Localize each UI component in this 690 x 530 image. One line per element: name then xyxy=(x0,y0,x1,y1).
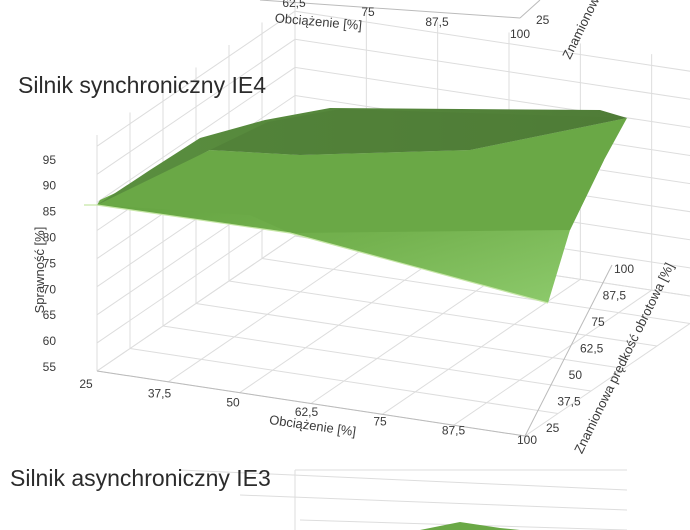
chart-title: Silnik synchroniczny IE4 xyxy=(18,72,266,98)
bottom-gridline xyxy=(239,494,628,511)
surface-top-shade xyxy=(210,109,627,155)
top-x-tick-label: 100 xyxy=(510,27,530,41)
top-y-axis-line xyxy=(519,0,541,19)
y-tick-label: 100 xyxy=(614,262,634,276)
y-tick-label: 75 xyxy=(591,315,605,329)
surface-mid-band xyxy=(97,118,627,233)
z-tick-label: 60 xyxy=(43,334,57,348)
z-tick-label: 55 xyxy=(43,360,57,374)
x-tick-label: 100 xyxy=(517,433,537,447)
gridline-floor-y xyxy=(129,348,559,414)
z-tick-label: 75 xyxy=(43,256,57,270)
second-chart-title: Silnik asynchroniczny IE3 xyxy=(10,465,271,491)
y-axis-line xyxy=(524,264,613,437)
gridline-floor-y xyxy=(228,280,658,347)
x-tick-label: 50 xyxy=(226,396,240,410)
x-tick-label: 62,5 xyxy=(295,405,319,419)
z-tick-label: 70 xyxy=(43,282,57,296)
surface-front-edge xyxy=(84,204,549,304)
gridline-floor-y xyxy=(261,258,690,324)
top-x-tick-label: 87,5 xyxy=(425,15,449,29)
bottom-chart-partial xyxy=(179,469,628,530)
bottom-surface-peek xyxy=(420,522,520,530)
top-x-axis-label: Obciążenie [%] xyxy=(274,10,362,33)
y-tick-label: 50 xyxy=(569,368,583,382)
y-tick-label: 62,5 xyxy=(580,342,604,356)
x-tick-label: 37,5 xyxy=(148,386,172,400)
efficiency-surface xyxy=(84,108,627,304)
gridline-floor-y xyxy=(162,325,592,392)
x-tick-label: 75 xyxy=(373,414,387,428)
y-tick-label: 25 xyxy=(546,421,560,435)
z-tick-label: 80 xyxy=(43,231,57,245)
x-tick-label: 87,5 xyxy=(442,424,466,438)
z-axis-label: Sprawność [%] xyxy=(32,227,47,314)
y-tick-label: 87,5 xyxy=(603,289,627,303)
z-tick-label: 95 xyxy=(43,153,57,167)
top-y-tick-label: 25 xyxy=(536,13,550,27)
top-x-tick-label: 75 xyxy=(361,5,375,19)
top-x-axis-line xyxy=(259,0,521,19)
bottom-gridline xyxy=(179,469,628,491)
x-axis-line xyxy=(96,370,526,437)
z-tick-label: 85 xyxy=(43,205,57,219)
gridline-floor-y xyxy=(195,303,625,369)
z-tick-label: 90 xyxy=(43,179,57,193)
x-tick-label: 25 xyxy=(79,377,93,391)
z-tick-label: 65 xyxy=(43,308,57,322)
gridline-floor-x xyxy=(524,322,690,437)
top-x-tick-label: 62,5 xyxy=(282,0,306,10)
y-tick-label: 37,5 xyxy=(557,395,581,409)
